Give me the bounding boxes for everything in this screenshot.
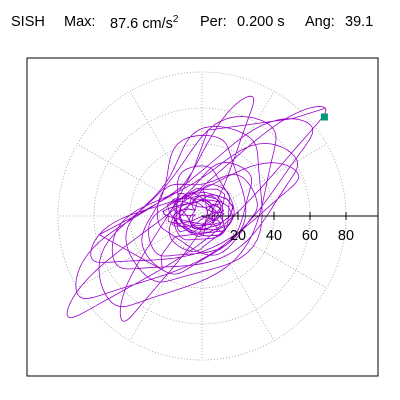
station-code: SISH (11, 14, 45, 30)
angle-value: 39.1 (345, 14, 374, 30)
grid-spoke (77, 215, 203, 289)
axis-tick-label: 40 (266, 228, 282, 244)
motion-trace (66, 95, 327, 322)
max-value: 87.6 cm/s2 (110, 14, 178, 32)
max-marker (320, 113, 328, 121)
period-value: 0.200 s (237, 14, 285, 30)
max-label: Max: (64, 14, 96, 30)
max-marker-group (320, 113, 328, 121)
trace-path (66, 95, 327, 322)
period-label: Per: (200, 14, 227, 30)
chart-header: SISH Max: 87.6 cm/s2 Per: 0.200 s Ang: 3… (0, 14, 400, 38)
axis-tick-label: 20 (230, 228, 246, 244)
grid-spoke (129, 215, 203, 341)
grid-spoke (201, 215, 327, 289)
angle-label: Ang: (305, 14, 335, 30)
max-value-exponent: 2 (172, 14, 179, 25)
axis-tick-label: 60 (302, 228, 318, 244)
grid-spoke (201, 215, 275, 341)
max-value-text: 87.6 cm/s (110, 16, 173, 32)
radial-axis: 20 40 60 80 (202, 212, 378, 244)
axis-tick-label: 80 (338, 228, 354, 244)
